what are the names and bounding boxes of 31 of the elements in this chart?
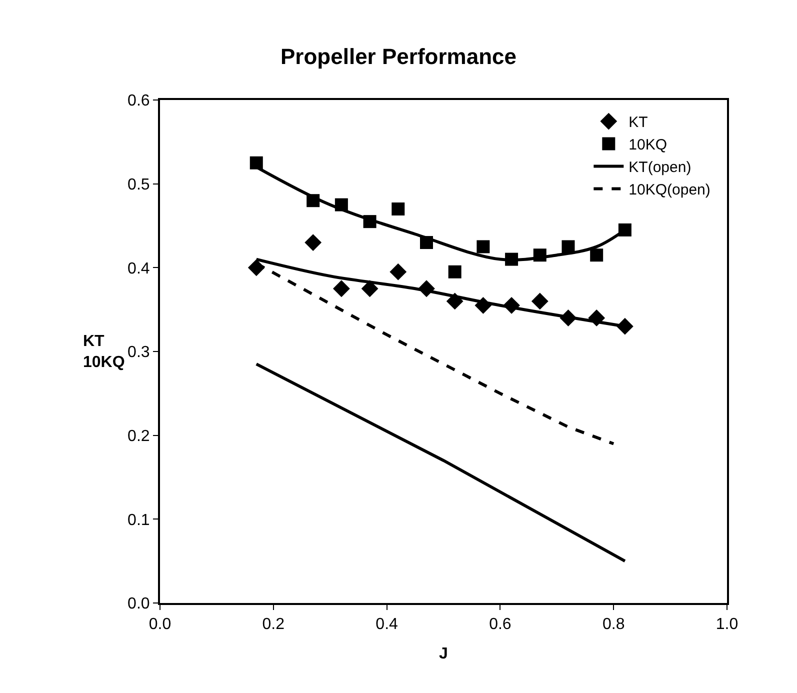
point [392,202,405,216]
point [361,280,378,298]
x-axis-title: J [439,645,448,662]
chart-title: Propeller Performance [280,44,516,69]
y-tick-label: 0.0 [128,596,150,613]
x-tick-label: 0.6 [489,616,512,634]
point [332,280,350,298]
y-tick-label: 0.5 [128,176,150,194]
y-tick-label: 0.3 [128,344,150,362]
point [476,240,490,254]
x-tick-label: 0.2 [262,616,285,634]
y-tick-label: 0.1 [128,512,150,529]
x-tick-label: 1.0 [716,616,738,634]
legend-label: 10KQ(open) [628,182,710,199]
y-axis-title: KT 10KQ [83,333,125,371]
x-tick-label: 0.0 [148,616,172,634]
point [390,263,407,280]
point [562,240,575,254]
legend-label: 10KQ [628,136,668,154]
legend-label: KT [628,114,648,132]
point [531,292,548,310]
point [304,234,322,251]
point [448,265,462,278]
y-tick-label: 0.4 [128,260,150,278]
point [250,156,263,170]
legend-label: KT(open) [628,159,692,176]
y-tick-label: 0.6 [128,92,150,110]
x-tick-label: 0.8 [602,616,625,634]
x-tick-label: 0.4 [376,616,398,634]
y-tick-label: 0.2 [128,428,150,445]
point [590,248,604,262]
